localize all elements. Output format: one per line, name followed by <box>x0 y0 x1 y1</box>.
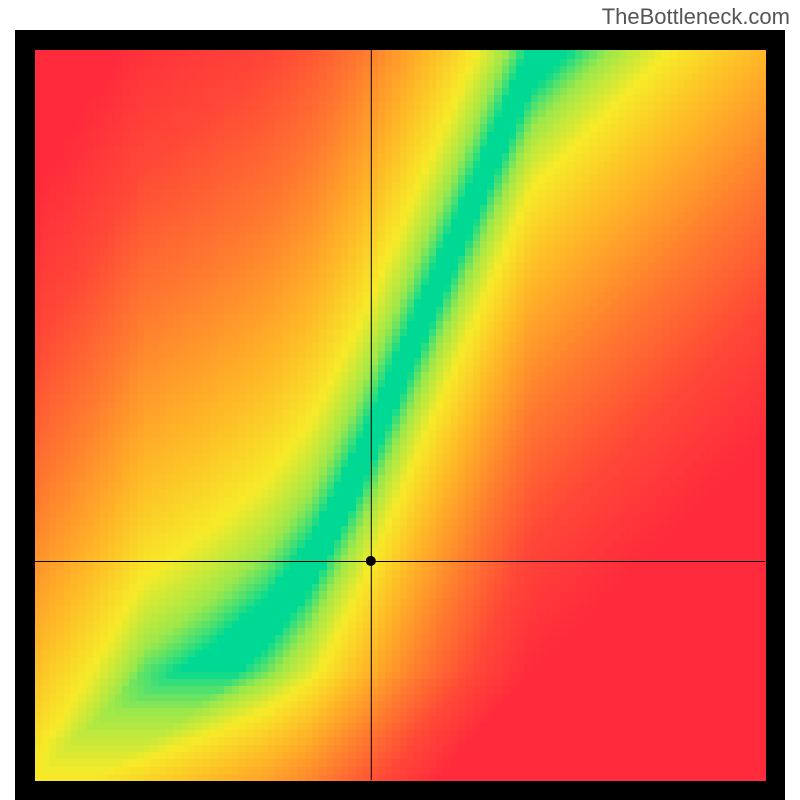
heatmap-canvas <box>15 30 785 800</box>
watermark-label: TheBottleneck.com <box>602 4 790 30</box>
root: TheBottleneck.com <box>0 0 800 800</box>
heatmap-chart <box>15 30 785 800</box>
